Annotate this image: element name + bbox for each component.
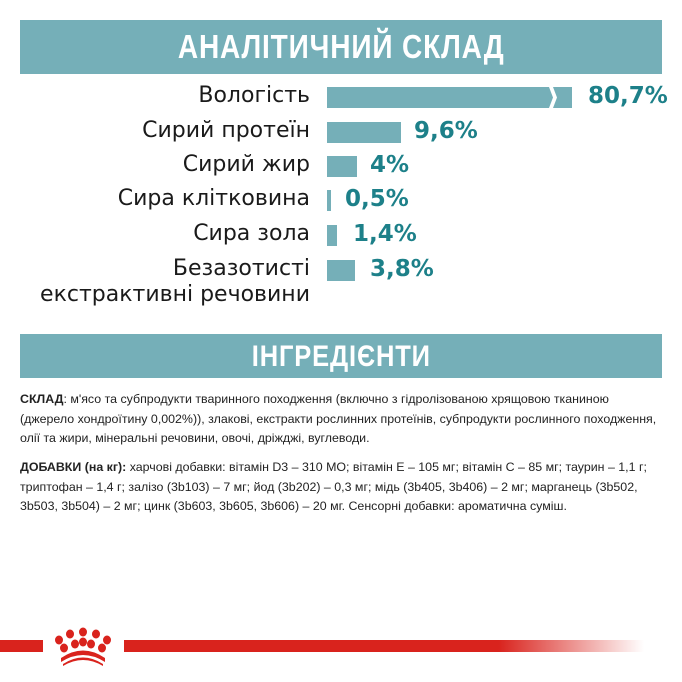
composition-text: СКЛАД: м'ясо та субпродукти тваринного п…: [20, 390, 665, 449]
additives-text: ДОБАВКИ (на кг): харчові добавки: вітамі…: [20, 458, 665, 517]
row-label-line2: екстрактивні речовини: [40, 282, 310, 307]
row-value: 4%: [370, 152, 410, 178]
analysis-banner: АНАЛІТИЧНИЙ СКЛАД: [20, 20, 662, 74]
row-value: 9,6%: [414, 118, 478, 144]
row-value: 1,4%: [353, 221, 417, 247]
chart-row-fat: Сирий жир 4%: [0, 152, 682, 180]
bar-fibre: [327, 190, 331, 211]
brand-line-left: [0, 640, 43, 652]
row-value: 80,7%: [588, 83, 668, 109]
row-value: 3,8%: [370, 256, 434, 282]
bar-protein: [327, 122, 401, 143]
chart-row-ash: Сира зола 1,4%: [0, 221, 682, 249]
row-label: Сира зола: [193, 221, 310, 246]
bar-ash: [327, 225, 337, 246]
additives-body: харчові добавки: вітамін D3 – 310 МО; ві…: [20, 460, 647, 513]
chart-row-protein: Сирий протеїн 9,6%: [0, 118, 682, 146]
analysis-title: АНАЛІТИЧНИЙ СКЛАД: [177, 28, 505, 65]
crown-icon: [55, 627, 111, 666]
row-value: 0,5%: [345, 186, 409, 212]
composition-body: : м'ясо та субпродукти тваринного походж…: [20, 392, 657, 445]
ingredients-title: ІНГРЕДІЄНТИ: [251, 340, 431, 373]
bar-fat: [327, 156, 357, 177]
brand-footer: [0, 627, 682, 668]
bar-nfe: [327, 260, 355, 281]
row-label: Безазотисті: [172, 256, 310, 281]
row-label: Сира клітковина: [117, 186, 310, 211]
chart-row-fibre: Сира клітковина 0,5%: [0, 186, 682, 214]
brand-line-right: [124, 640, 644, 652]
chart-row-moisture: Вологість 80,7%: [0, 83, 682, 111]
additives-heading: ДОБАВКИ (на кг):: [20, 460, 127, 474]
composition-heading: СКЛАД: [20, 392, 64, 406]
chart-row-nfe: Безазотисті 3,8%: [0, 256, 682, 284]
break-mark-icon: [549, 87, 557, 108]
row-label: Вологість: [198, 83, 310, 108]
ingredients-banner: ІНГРЕДІЄНТИ: [20, 334, 662, 378]
row-label: Сирий жир: [182, 152, 310, 177]
bar-moisture: [327, 87, 572, 108]
row-label: Сирий протеїн: [142, 118, 310, 143]
